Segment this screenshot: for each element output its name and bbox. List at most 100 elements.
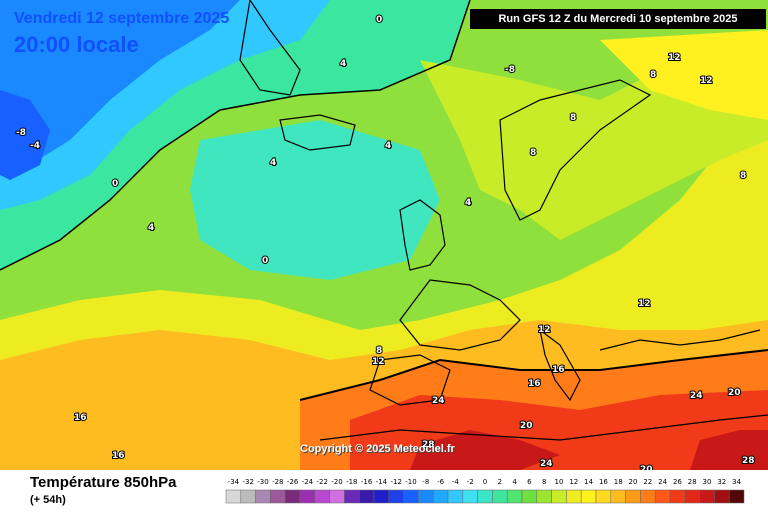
greenland-cold-core [0, 90, 50, 180]
legend-label: -10 [405, 478, 416, 486]
legend-label: -22 [316, 478, 327, 486]
legend-swatch [595, 489, 612, 504]
legend-swatch [640, 489, 656, 504]
legend-label: -2 [467, 478, 474, 486]
legend-label: 28 [688, 478, 697, 486]
iso-label-8d: 8 [740, 171, 746, 181]
legend-label: 34 [732, 478, 741, 486]
legend-label: -18 [346, 478, 357, 486]
legend-swatch [536, 489, 552, 504]
temperature-map-canvas: -8 -4 -8 0 0 0 4 4 4 4 4 8 8 8 8 8 12 12… [0, 0, 768, 470]
legend-swatch [388, 489, 404, 504]
iso-label-16d: 16 [112, 451, 125, 461]
iso-label-m8b: -8 [505, 65, 515, 75]
iso-label-4: 4 [340, 59, 346, 69]
iso-label-4e: 4 [465, 198, 471, 208]
isotherm-20-line [299, 349, 768, 401]
legend-label: 22 [643, 478, 652, 486]
legend-swatch [314, 489, 330, 504]
scandinavia-coast [499, 79, 652, 221]
iso-label-24: 24 [432, 396, 445, 406]
italy-coast [539, 328, 581, 402]
legend-swatch [654, 489, 671, 504]
iceland-coast [279, 114, 356, 151]
legend-swatch [240, 489, 256, 504]
iso-label-4d: 4 [148, 223, 154, 233]
iso-label-28: 28 [422, 440, 435, 450]
hot-zone-28-east [690, 430, 768, 470]
legend-label: 4 [512, 478, 517, 486]
iso-label-20: 20 [520, 421, 533, 431]
iso-label-m8: -8 [16, 128, 26, 138]
iso-label-8c: 8 [530, 148, 536, 158]
iso-label-12c: 12 [372, 357, 385, 367]
legend-swatch [669, 489, 686, 504]
legend-label: 26 [673, 478, 682, 486]
legend-swatch [462, 489, 478, 504]
iso-label-4c: 4 [385, 141, 391, 151]
legend-swatch [299, 489, 316, 504]
north-africa-coast [319, 414, 768, 441]
legend-label: -24 [302, 478, 314, 486]
iso-label-24b: 24 [690, 391, 703, 401]
iso-label-0b: 0 [262, 256, 268, 266]
france-coast [399, 279, 521, 351]
legend-swatch [344, 489, 360, 504]
legend-label: -8 [422, 478, 429, 486]
british-isles-coast [399, 199, 446, 271]
iso-label-12d: 12 [538, 325, 551, 335]
iberia-coast [369, 354, 451, 406]
legend-label: 6 [527, 478, 532, 486]
legend-swatch [270, 489, 286, 504]
legend-swatch [566, 489, 582, 504]
legend-swatch [684, 489, 700, 504]
legend-label: -6 [437, 478, 445, 486]
legend-swatch [432, 489, 449, 504]
iso-label-4b: 4 [270, 158, 276, 168]
legend-label: 14 [584, 478, 593, 486]
forecast-date: Vendredi 12 septembre 2025 [14, 10, 230, 27]
legend-swatch [284, 489, 301, 504]
legend-label: -20 [331, 478, 342, 486]
iso-label-24c: 24 [540, 459, 553, 469]
balkans-coast [599, 329, 761, 351]
iso-label-12e: 12 [638, 299, 651, 309]
iso-label-m4: -4 [30, 141, 40, 151]
legend-label: 32 [717, 478, 726, 486]
iso-label-16b: 16 [552, 365, 565, 375]
footer: Température 850hPa (+ 54h) -34 -32 -30 -28-… [0, 470, 768, 512]
iso-label-28b: 28 [742, 456, 755, 466]
iso-label-20c: 20 [640, 465, 653, 470]
legend-label: 12 [569, 478, 578, 486]
warm-zone-12-russia [600, 30, 768, 120]
legend-label: -12 [390, 478, 401, 486]
legend-swatch [403, 489, 419, 504]
iso-label-16: 16 [74, 413, 87, 423]
legend-swatch [551, 489, 567, 504]
legend-swatch [418, 489, 434, 504]
legend-swatch [610, 489, 626, 504]
iso-label-0: 0 [376, 15, 382, 25]
iso-label-8b: 8 [570, 113, 576, 123]
legend-swatch [714, 489, 730, 504]
legend-swatch [728, 489, 745, 504]
iceland-greenland-coast [239, 0, 301, 96]
legend-label: 18 [614, 478, 623, 486]
legend-label: -30 [257, 478, 268, 486]
legend-swatch [447, 489, 464, 504]
legend-label: -16 [361, 478, 373, 486]
legend-swatch [625, 489, 641, 504]
zone-4-atlantic [190, 120, 440, 280]
legend-label: -26 [287, 478, 299, 486]
copyright-text: Copyright © 2025 Meteociel.fr [300, 443, 455, 455]
legend-label: -28 [272, 478, 283, 486]
iso-label-20b: 20 [728, 388, 741, 398]
color-scale-legend: -34 -32 -30 -28 -26 -24 -22 -20 -18 -16 -14 -12 -10-… [225, 478, 745, 504]
forecast-time: 20:00 locale [14, 32, 139, 57]
legend-swatch [699, 489, 715, 504]
legend-swatch [477, 489, 493, 504]
legend-swatch [329, 489, 345, 504]
legend-swatch [492, 489, 508, 504]
legend-label: 0 [483, 478, 487, 486]
legend-label: 2 [498, 478, 502, 486]
